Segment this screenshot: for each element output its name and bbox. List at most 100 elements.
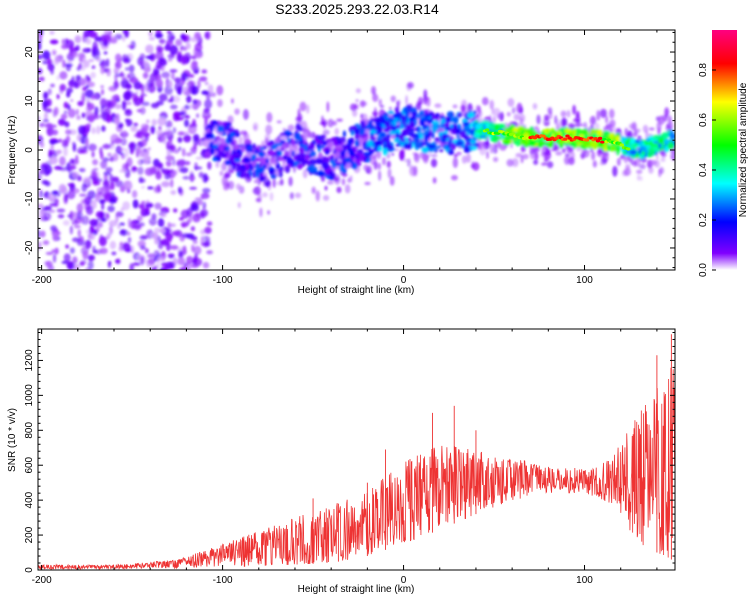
spectrogram-cell <box>437 145 441 149</box>
spectrogram-cell <box>39 122 46 128</box>
spectrogram-cell <box>252 122 259 132</box>
spectrogram-cell <box>189 175 196 181</box>
spectrogram-cell <box>439 115 446 120</box>
spectrogram-cell <box>456 134 460 139</box>
spectrogram-cell <box>300 120 308 130</box>
spectrogram-cell <box>471 161 475 170</box>
spectrogram-cell <box>49 30 55 35</box>
spectrogram-cell <box>139 106 146 115</box>
spectrogram-cell <box>158 93 168 102</box>
spectrogram-cell <box>239 170 247 179</box>
spectrogram-cell <box>625 163 631 171</box>
spectrogram-cell <box>71 187 80 194</box>
spectrogram-cell <box>252 171 257 179</box>
spectrogram-cell <box>658 142 662 149</box>
spectrogram-cell <box>69 48 74 53</box>
spectrogram-cell <box>132 262 141 266</box>
spectrogram-cell <box>605 115 609 124</box>
spectrogram-cell <box>161 181 170 188</box>
spectrogram-cell <box>122 36 126 42</box>
spectrogram-cell <box>154 32 164 39</box>
spectrogram-cell <box>232 152 239 159</box>
spectrogram-cell <box>171 95 181 103</box>
spectrogram-cell <box>481 97 489 106</box>
spectrogram-cell <box>135 130 142 139</box>
spectrogram-cell <box>440 118 446 125</box>
spectrogram-cell <box>372 110 379 117</box>
spectrogram-cell <box>201 69 208 74</box>
spectrogram-cell <box>59 71 68 80</box>
spectrogram-cell <box>128 64 135 73</box>
snr-line <box>38 366 675 570</box>
spectrogram-cell <box>49 39 59 45</box>
spectrogram-cell <box>75 108 79 116</box>
spectrogram-cell <box>378 98 382 106</box>
spectrogram-cell <box>101 202 105 211</box>
spectrogram-cell <box>133 122 138 127</box>
spectrogram-cell <box>85 107 93 111</box>
spectrogram-cell <box>100 88 105 96</box>
spectrogram-cell <box>38 241 42 251</box>
spectrogram-cell <box>204 132 213 140</box>
spectrogram-cell <box>143 148 147 152</box>
spectrogram-cell <box>452 157 459 169</box>
spectrogram-cell <box>389 175 395 186</box>
spectrogram-cell <box>280 178 284 186</box>
spectrogram-cell <box>220 152 227 159</box>
spectrogram-cell <box>408 141 413 150</box>
spectrogram-cell <box>87 260 94 270</box>
spectrogram-cell <box>45 251 54 255</box>
spectrogram-cell <box>58 118 66 126</box>
spectrogram-cell <box>57 214 65 219</box>
spectrogram-cell <box>137 166 144 175</box>
spectrogram-cell <box>364 118 370 124</box>
spectrogram-cell <box>40 76 45 82</box>
spectrogram-cell <box>541 162 548 166</box>
spectrogram-cell <box>109 240 117 250</box>
spectrogram-cell <box>265 158 269 164</box>
spectrogram-cell <box>417 132 425 136</box>
spectrogram-cell <box>113 137 122 145</box>
spectrogram-cell <box>446 111 455 119</box>
spectrogram-cell <box>91 151 95 158</box>
spectrogram-cell <box>43 164 53 175</box>
spectrogram-cell <box>99 247 108 255</box>
spectrogram-cell <box>99 199 106 204</box>
spectrogram-cell <box>432 126 437 134</box>
spectrogram-cell <box>461 155 467 164</box>
spectrogram-cell <box>140 93 148 97</box>
spectrogram-cell <box>336 186 342 194</box>
spectrogram-cell <box>208 142 214 149</box>
spectrogram-cell <box>204 226 212 234</box>
spectrogram-cell <box>223 185 229 191</box>
spectrogram-cell <box>121 100 127 111</box>
spectrogram-cell <box>93 229 98 236</box>
spectrogram-cell <box>133 223 142 231</box>
spectrogram-cell <box>616 157 621 167</box>
spectrogram-cell <box>311 142 315 149</box>
spectrogram-cell <box>615 135 621 143</box>
spectrogram-cell <box>168 80 173 88</box>
spectrogram-cell <box>76 115 81 120</box>
spectrogram-cell <box>288 176 293 187</box>
spectrogram-cell <box>349 152 356 157</box>
spectrogram-cell <box>140 256 145 266</box>
spectrogram-cell <box>317 170 325 177</box>
spectrogram-cell <box>259 175 265 182</box>
spectrogram-cell <box>630 161 634 165</box>
spectrogram-cell <box>270 173 277 180</box>
spectrogram-cell <box>489 114 492 122</box>
spectrogram-cell <box>352 109 358 117</box>
spectrogram-cell <box>150 125 156 135</box>
spectrogram-cell <box>91 171 98 178</box>
spectrogram-cell <box>92 159 99 166</box>
snr-panel: -200 -100 0 100 0 200 400 600 800 1000 1200 Heigh… <box>7 328 676 595</box>
spectrogram-cell <box>38 229 41 239</box>
spectrogram-cell <box>465 153 471 163</box>
spectrogram-cell <box>58 53 63 63</box>
spectrogram-cell <box>69 165 76 169</box>
spectrogram-cell <box>63 146 68 157</box>
spectrogram-cell <box>363 151 370 157</box>
spectrogram-cell <box>204 31 209 39</box>
spectrogram-cell <box>192 240 198 245</box>
